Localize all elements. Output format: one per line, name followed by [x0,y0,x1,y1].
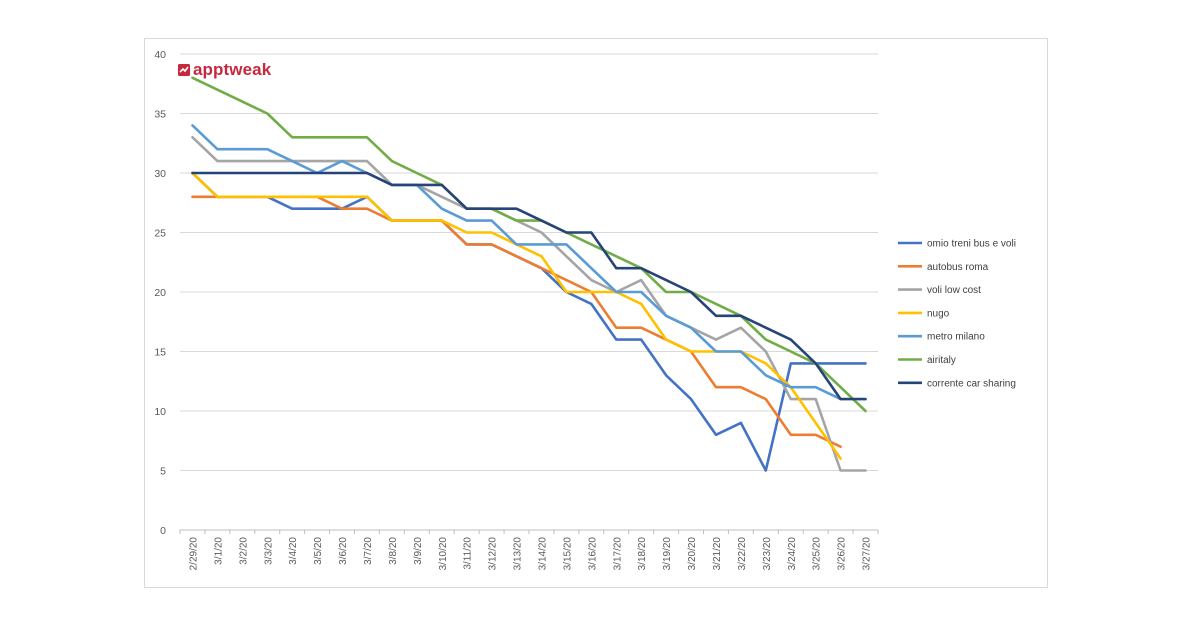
y-tick-label: 10 [154,406,166,418]
legend: omio treni bus e voli autobus roma voli lo… [898,239,1016,389]
apptweak-logo: apptweak [178,60,271,80]
x-tick-label: 3/12/20 [488,537,499,571]
gridlines [180,53,878,531]
x-tick-label: 3/13/20 [513,537,524,571]
x-tick-label: 3/7/20 [363,537,374,565]
x-tick-label: 3/26/20 [837,537,848,571]
x-tick-label: 3/21/20 [712,537,723,571]
y-tick-label: 0 [160,525,166,537]
legend-label: metro milano [927,332,985,343]
y-tick-label: 40 [154,49,166,61]
chart-frame [144,38,1048,588]
y-tick-label: 5 [160,466,166,478]
brand-name: apptweak [193,60,272,79]
legend-label: airitaly [927,355,956,366]
chart-logo-icon [178,64,190,76]
x-tick-label: 3/27/20 [862,537,873,571]
x-tick-label: 3/19/20 [662,537,673,571]
x-tick-label: 3/22/20 [737,537,748,571]
series-line-5 [191,76,867,413]
series-line-4 [191,124,842,401]
x-tick-label: 3/4/20 [288,537,299,565]
x-tick-label: 3/20/20 [687,537,698,571]
series-line-0 [191,171,867,472]
x-tick-label: 3/8/20 [388,537,399,565]
x-tick-label: 3/5/20 [313,537,324,565]
x-tick-label: 3/3/20 [263,537,274,565]
y-tick-label: 30 [154,168,166,180]
x-tick-label: 3/14/20 [537,537,548,571]
x-tick-label: 3/16/20 [587,537,598,571]
legend-label: nugo [927,308,950,319]
series-lines [191,76,867,472]
y-tick-label: 15 [154,347,166,359]
x-tick-label: 3/1/20 [213,537,224,565]
legend-label: autobus roma [927,262,989,273]
legend-label: corrente car sharing [927,378,1016,389]
series-line-2 [191,136,867,472]
x-tick-label: 3/2/20 [238,537,249,565]
x-tick-label: 3/9/20 [413,537,424,565]
series-line-6 [191,171,867,401]
x-tick-label: 3/24/20 [787,537,798,571]
legend-label: voli low cost [927,285,981,296]
x-tick-label: 2/29/20 [188,537,199,571]
y-tick-label: 35 [154,109,166,121]
x-tick-label: 3/18/20 [637,537,648,571]
x-tick-label: 3/25/20 [812,537,823,571]
x-tick-label: 3/17/20 [612,537,623,571]
x-tick-label: 3/6/20 [338,537,349,565]
series-line-1 [191,195,842,449]
x-tick-label: 3/15/20 [562,537,573,571]
y-tick-label: 25 [154,228,166,240]
legend-label: omio treni bus e voli [927,239,1016,250]
y-tick-label: 20 [154,287,166,299]
y-axis-ticks: 0 5 10 15 20 25 30 35 40 [154,49,166,537]
x-tick-label: 3/10/20 [438,537,449,571]
x-axis-ticks: 2/29/20 3/1/20 3/2/20 3/3/20 3/4/20 3/5/20 3/6… [179,530,879,571]
x-tick-label: 3/11/20 [463,537,474,570]
x-tick-label: 3/23/20 [762,537,773,571]
